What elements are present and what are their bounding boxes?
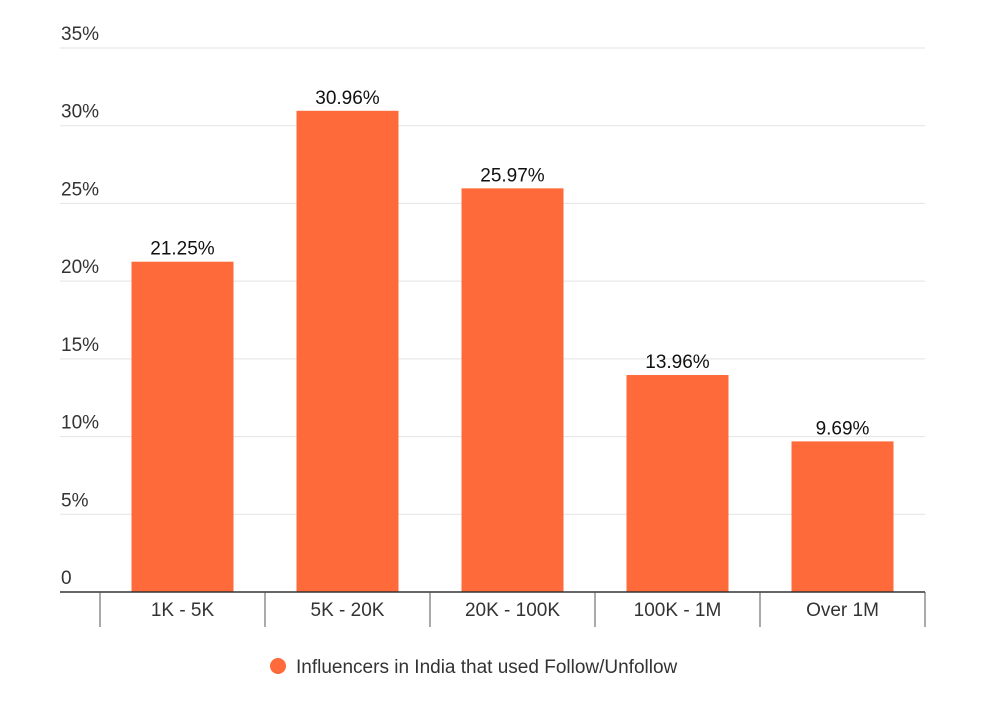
y-tick-label: 5% <box>61 490 89 511</box>
bar <box>626 375 729 592</box>
y-tick-label: 30% <box>61 102 99 123</box>
bar <box>791 441 894 592</box>
labels: 0 5% 10% 15% 20% 25% 30% 35% 21.25% 1K - 5K 30.96%… <box>61 24 879 621</box>
legend-label: Influencers in India that used Follow/Un… <box>296 657 678 678</box>
data-label: 9.69% <box>816 418 870 439</box>
bar <box>131 261 234 592</box>
data-label: 25.97% <box>480 165 545 186</box>
y-tick-label: 20% <box>61 257 99 278</box>
x-tick-label: 20K - 100K <box>465 600 560 621</box>
bars <box>131 110 894 593</box>
y-tick-label: 25% <box>61 179 99 200</box>
legend-swatch <box>270 658 286 674</box>
y-tick-label: 10% <box>61 413 99 434</box>
y-tick-label: 35% <box>61 24 99 45</box>
bar <box>461 188 564 593</box>
y-tick-label: 0 <box>61 568 72 589</box>
y-tick-label: 15% <box>61 335 99 356</box>
x-tick-label: Over 1M <box>806 600 879 621</box>
x-tick-label: 100K - 1M <box>634 600 722 621</box>
data-label: 30.96% <box>315 88 380 109</box>
x-tick-label: 1K - 5K <box>151 600 215 621</box>
legend: Influencers in India that used Follow/Un… <box>270 657 678 678</box>
bar <box>296 110 399 592</box>
data-label: 21.25% <box>150 239 215 260</box>
x-axis <box>60 591 926 627</box>
x-tick-label: 5K - 20K <box>311 600 385 621</box>
data-label: 13.96% <box>645 352 710 373</box>
